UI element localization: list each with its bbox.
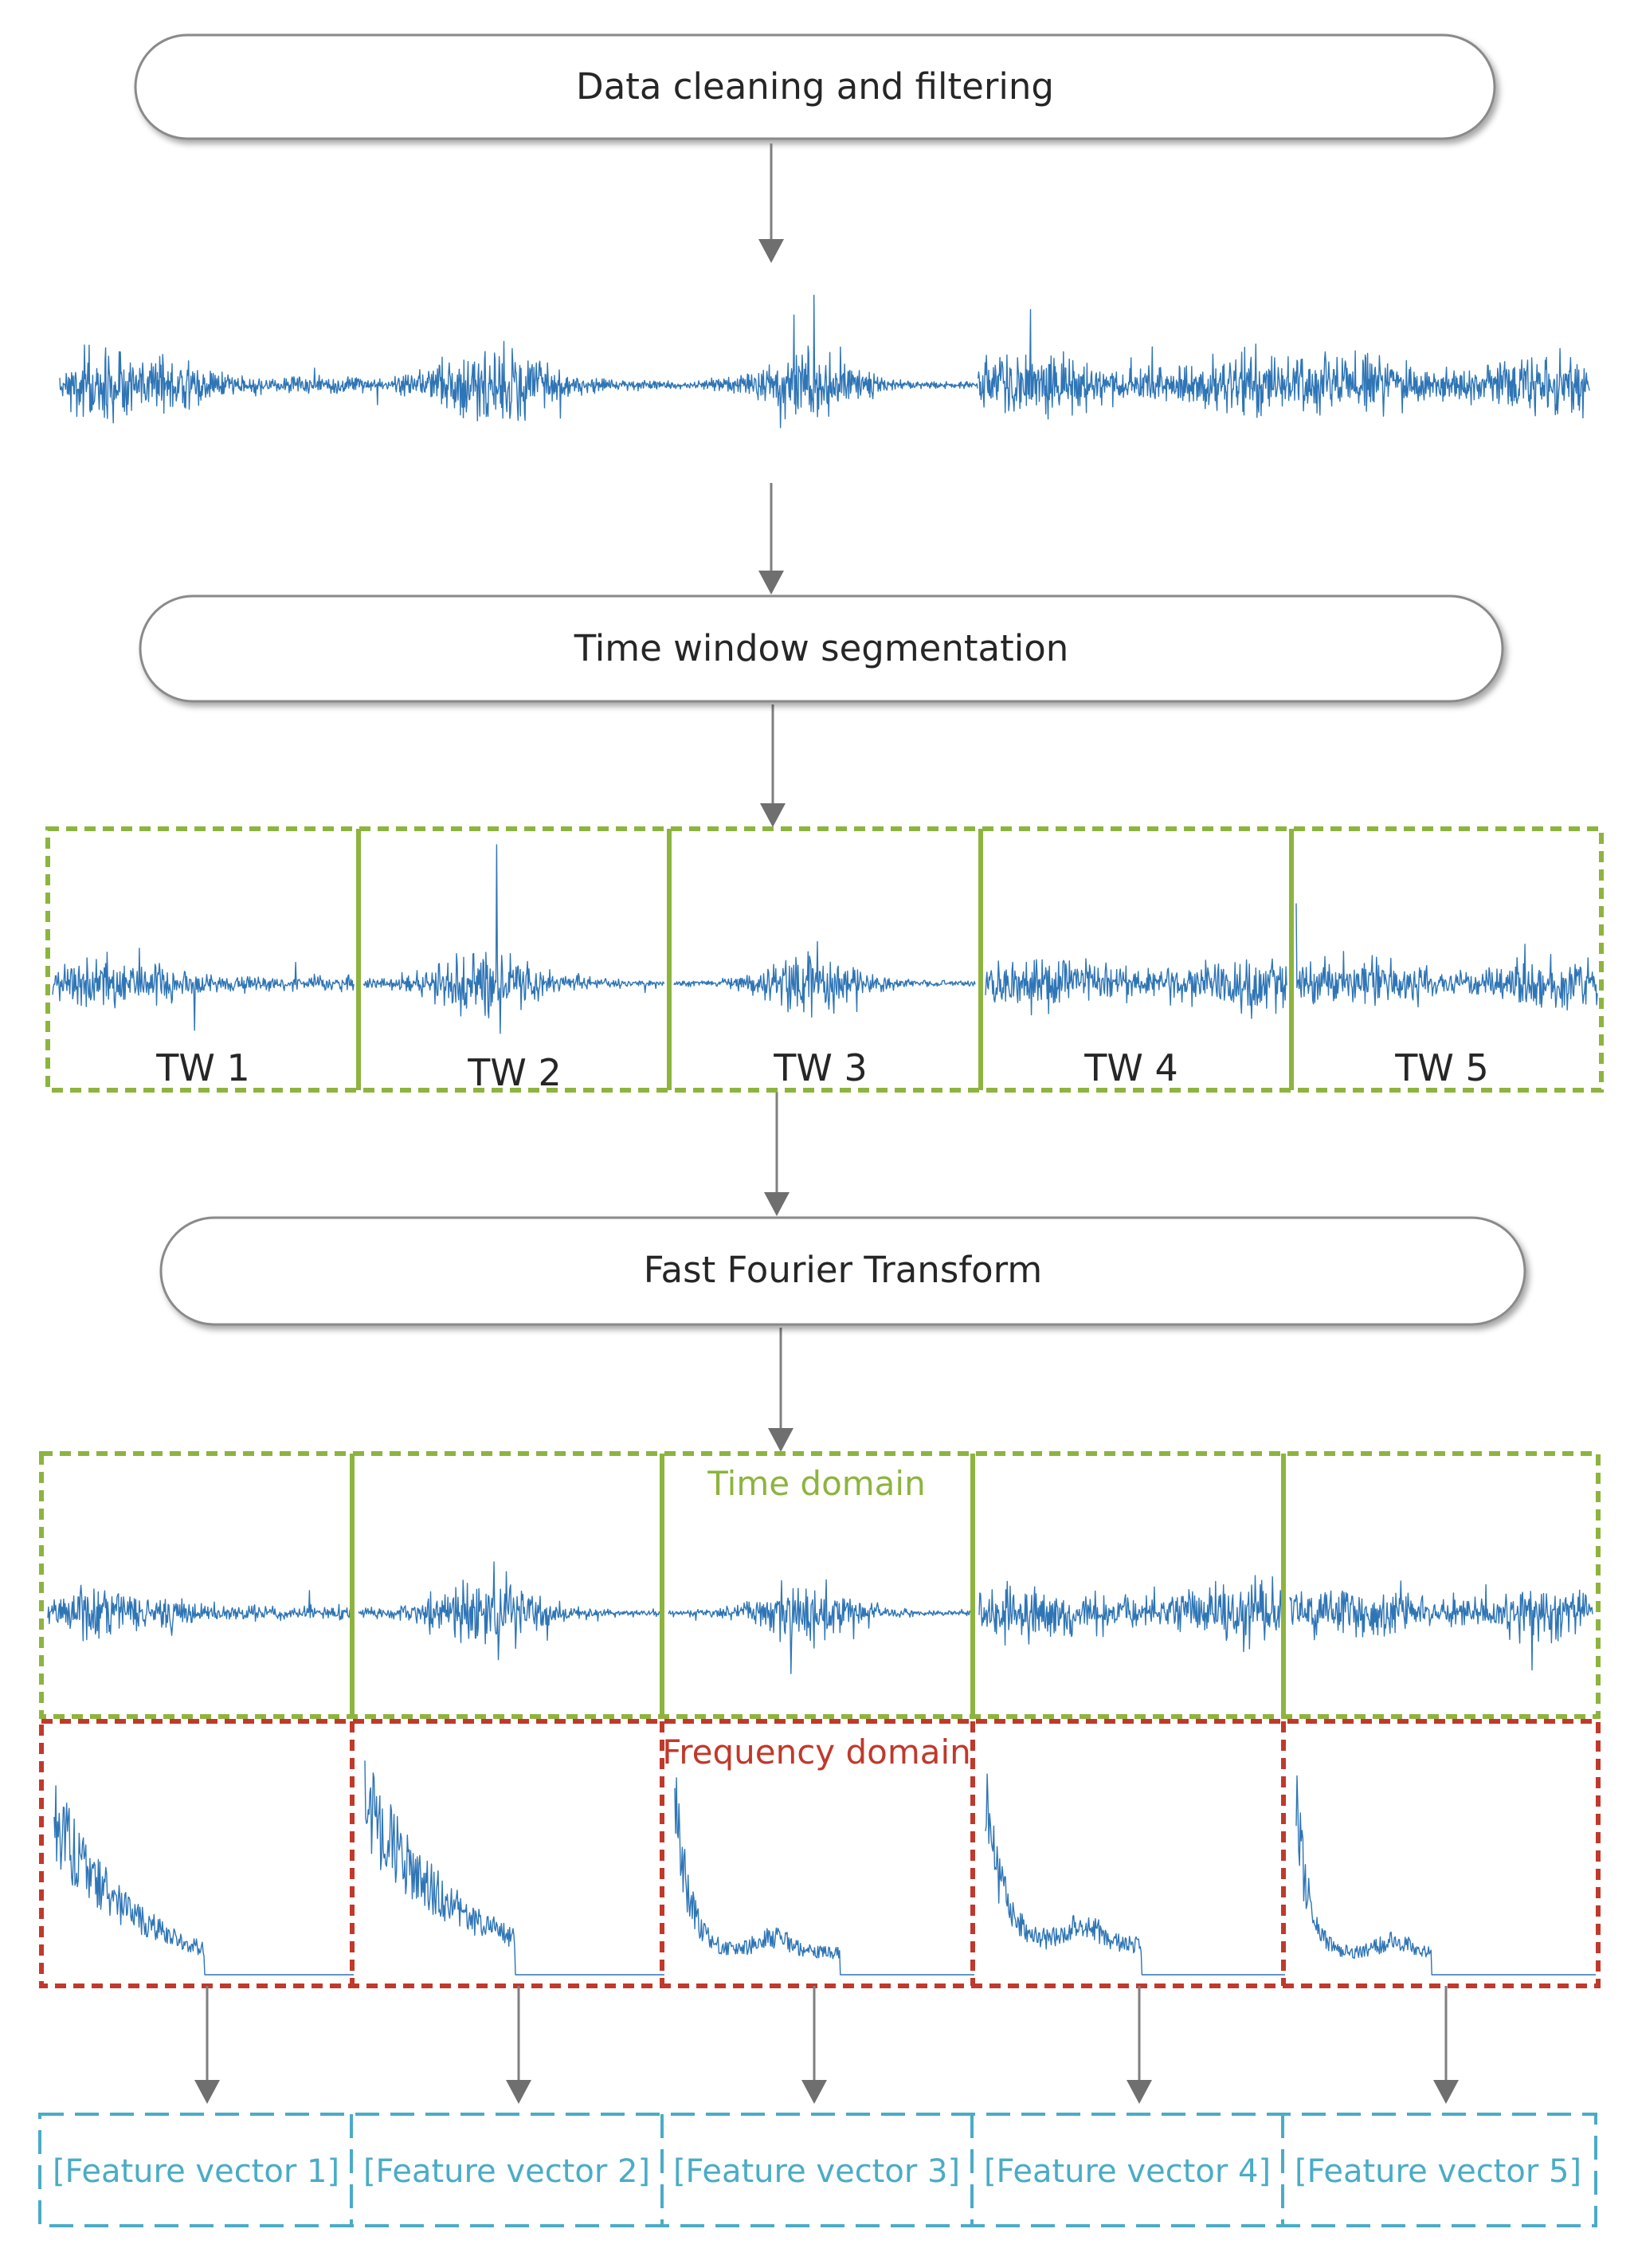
raw-signal-segment-1 bbox=[59, 344, 366, 424]
feature-vector-1: [Feature vector 1] bbox=[53, 2153, 339, 2190]
window-label-1: TW 1 bbox=[155, 1046, 249, 1089]
time-domain-label: Time domain bbox=[707, 1464, 925, 1503]
feature-vectors-box bbox=[38, 2113, 1597, 2227]
window-label-2: TW 2 bbox=[467, 1051, 561, 1094]
feature-vector-4: [Feature vector 4] bbox=[984, 2153, 1271, 2190]
arrow-fft-to-domains bbox=[768, 1328, 793, 1452]
raw-signal-waveform bbox=[59, 294, 1590, 429]
frequency-spectrum-2 bbox=[364, 1760, 664, 1976]
step-label-segmentation: Time window segmentation bbox=[574, 627, 1069, 669]
feature-vector-5: [Feature vector 5] bbox=[1295, 2153, 1581, 2190]
raw-signal-segment-2 bbox=[365, 340, 672, 422]
window-signal-4 bbox=[985, 958, 1287, 1019]
arrow-to-feature-4 bbox=[1127, 1986, 1152, 2104]
window-signal-2 bbox=[362, 844, 665, 1034]
step-label-fft: Fast Fourier Transform bbox=[644, 1249, 1042, 1291]
segmented-windows: TW 1 TW 2 TW 3 TW 4 TW 5 bbox=[45, 826, 1604, 1094]
feature-vectors: [Feature vector 1] [Feature vector 2] [F… bbox=[38, 2113, 1597, 2227]
step-data-cleaning: Data cleaning and filtering bbox=[134, 33, 1496, 140]
arrow-signal-to-segmentation bbox=[758, 483, 784, 594]
window-signal-1 bbox=[52, 948, 355, 1031]
arrow-cleaning-to-signal bbox=[758, 143, 784, 263]
step-label-cleaning: Data cleaning and filtering bbox=[576, 65, 1054, 108]
flow-arrows bbox=[758, 143, 793, 1452]
frequency-spectrum-1 bbox=[53, 1785, 354, 1976]
window-signals bbox=[52, 844, 1598, 1034]
window-label-3: TW 3 bbox=[773, 1046, 867, 1089]
arrow-windows-to-fft bbox=[764, 1092, 790, 1216]
raw-signal-segment-4 bbox=[977, 308, 1284, 420]
feature-vector-dividers bbox=[350, 2114, 1284, 2226]
feature-vector-3: [Feature vector 3] bbox=[673, 2153, 960, 2190]
step-time-window-segmentation: Time window segmentation bbox=[139, 594, 1504, 703]
arrow-to-feature-5 bbox=[1433, 1986, 1459, 2104]
windows-outer-box bbox=[45, 826, 1604, 1093]
arrow-to-feature-2 bbox=[506, 1986, 531, 2104]
frequency-domain-label: Frequency domain bbox=[662, 1732, 971, 1772]
time-signal-4 bbox=[978, 1575, 1283, 1653]
frequency-spectrum-5 bbox=[1295, 1775, 1596, 1976]
window-dividers bbox=[356, 829, 1294, 1090]
arrow-to-feature-3 bbox=[801, 1986, 827, 2104]
time-signal-1 bbox=[47, 1584, 351, 1642]
time-domain-dividers bbox=[350, 1454, 1286, 1717]
step-fast-fourier-transform: Fast Fourier Transform bbox=[159, 1216, 1526, 1326]
frequency-spectrum-3 bbox=[674, 1777, 974, 1976]
arrow-to-feature-1 bbox=[194, 1986, 220, 2104]
feature-vector-2: [Feature vector 2] bbox=[363, 2153, 650, 2190]
frequency-domain-dividers bbox=[350, 1721, 1286, 1986]
frequency-domain-spectra bbox=[53, 1760, 1596, 1976]
frequency-spectrum-4 bbox=[985, 1773, 1285, 1976]
time-domain-signals bbox=[47, 1561, 1593, 1674]
raw-signal-segment-3 bbox=[671, 294, 978, 429]
arrow-segmentation-to-windows bbox=[760, 704, 786, 827]
time-signal-5 bbox=[1289, 1580, 1593, 1671]
time-domain-box bbox=[39, 1451, 1601, 1719]
feature-arrows bbox=[194, 1986, 1459, 2104]
window-label-4: TW 4 bbox=[1083, 1046, 1177, 1089]
time-signal-3 bbox=[668, 1579, 972, 1674]
raw-signal-segment-5 bbox=[1283, 347, 1590, 419]
domain-panels: Time domain Frequency domain bbox=[39, 1451, 1601, 1988]
frequency-domain-box bbox=[39, 1719, 1601, 1988]
window-signal-5 bbox=[1295, 903, 1598, 1010]
time-signal-2 bbox=[358, 1561, 662, 1661]
window-label-5: TW 5 bbox=[1394, 1046, 1488, 1089]
window-signal-3 bbox=[673, 940, 976, 1018]
